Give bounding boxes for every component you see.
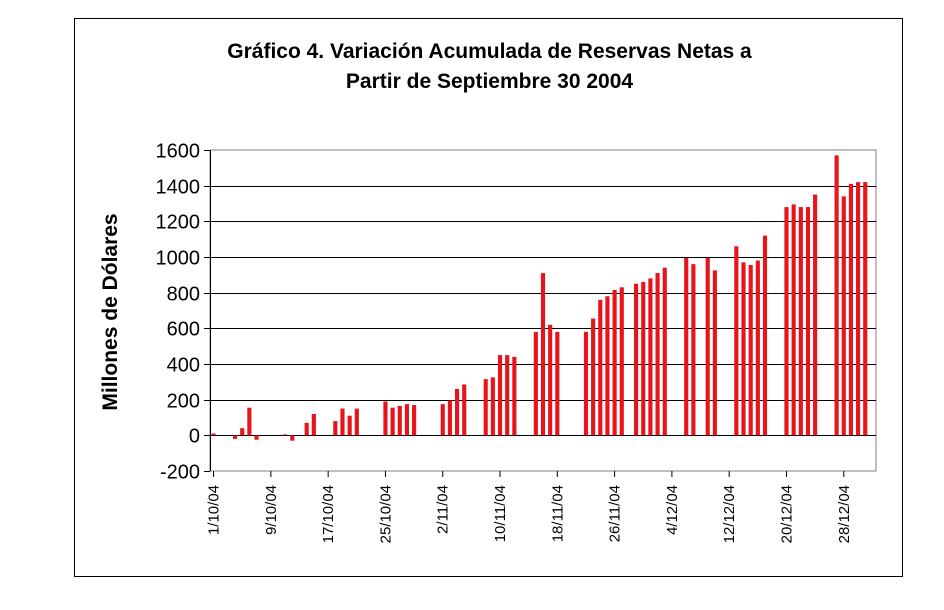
bar (784, 207, 789, 436)
bar (791, 204, 796, 436)
bar (254, 435, 259, 440)
bar (512, 356, 517, 436)
bar (748, 265, 753, 436)
bar (412, 405, 417, 436)
bar (598, 299, 603, 436)
y-axis-title: Millones de Dólares (99, 213, 122, 410)
bar (211, 433, 216, 436)
y-tick-label: 400 (167, 355, 200, 377)
x-tick-label: 20/12/04 (779, 485, 796, 543)
bar (834, 155, 839, 436)
x-tick-label: 2/11/04 (435, 485, 452, 534)
bar (805, 207, 811, 436)
bar (440, 404, 445, 436)
bar (497, 355, 503, 436)
bar (591, 318, 596, 436)
y-tick-label: 1400 (156, 177, 201, 199)
bar (583, 331, 589, 436)
bar (712, 270, 717, 436)
bar (283, 434, 288, 436)
x-tick-label: 28/12/04 (836, 485, 853, 543)
bar (333, 421, 338, 436)
bar (655, 273, 660, 436)
bar (483, 379, 488, 436)
bar (290, 435, 295, 441)
bar (540, 273, 546, 436)
x-tick-label: 4/12/04 (664, 485, 681, 535)
x-tick-label: 25/10/04 (378, 485, 395, 543)
bar (741, 262, 746, 436)
bar (762, 235, 768, 436)
chart-title-line-1: Gráfico 4. Variación Acumulada de Reserv… (227, 40, 752, 63)
bar (813, 194, 818, 436)
axes: 1600 1400 1200 1000 800 600 400 200 0 -200 1/10/04… (156, 141, 853, 544)
bar (505, 355, 510, 436)
bar (447, 400, 452, 436)
bar (383, 401, 388, 436)
y-tick-label: 1200 (156, 212, 201, 234)
bar (454, 388, 460, 436)
bar (605, 296, 610, 436)
y-tick-label: 0 (189, 426, 200, 448)
bar (755, 260, 760, 436)
x-tick-label: 18/11/04 (549, 485, 566, 542)
bar (798, 207, 803, 436)
bar (232, 435, 238, 439)
x-tick-label: 9/10/04 (263, 485, 280, 535)
y-tick-label: -200 (160, 462, 200, 484)
chart-title: Gráfico 4. Variación Acumulada de Reserv… (75, 37, 904, 97)
bar (863, 182, 868, 436)
bar (648, 278, 653, 436)
bar (856, 182, 861, 436)
bar (641, 281, 646, 436)
x-tick-label: 10/11/04 (492, 485, 509, 542)
chart-title-line-2: Partir de Septiembre 30 2004 (345, 70, 634, 93)
bar (490, 377, 495, 436)
bar (841, 196, 846, 436)
bar (734, 246, 739, 436)
bar (347, 415, 352, 436)
bar (533, 331, 538, 436)
y-tick-label: 200 (167, 391, 200, 413)
bar (555, 331, 560, 436)
bar (311, 413, 316, 436)
bar (548, 324, 553, 436)
bar (705, 257, 710, 436)
bar (404, 404, 410, 436)
bar (662, 267, 667, 436)
bar (848, 183, 854, 436)
bar (304, 422, 309, 436)
y-tick-label: 600 (167, 319, 200, 341)
y-tick-label: 800 (167, 284, 200, 306)
bar (390, 407, 395, 436)
bar (397, 405, 402, 436)
y-tick-label: 1000 (156, 248, 201, 270)
x-tick-label: 12/12/04 (721, 485, 738, 543)
bar (240, 428, 245, 436)
x-tick-label: 1/10/04 (206, 485, 223, 535)
x-tick-label: 26/11/04 (607, 485, 624, 542)
bar (634, 283, 639, 436)
bar (612, 289, 617, 436)
bar (462, 384, 467, 436)
bar (247, 407, 252, 436)
bar (340, 408, 345, 436)
bar (684, 257, 689, 436)
bars (211, 155, 868, 441)
bar (619, 287, 624, 436)
bar (691, 264, 696, 436)
y-tick-label: 1600 (156, 141, 201, 163)
x-tick-label: 17/10/04 (320, 485, 337, 543)
bar (354, 408, 359, 436)
